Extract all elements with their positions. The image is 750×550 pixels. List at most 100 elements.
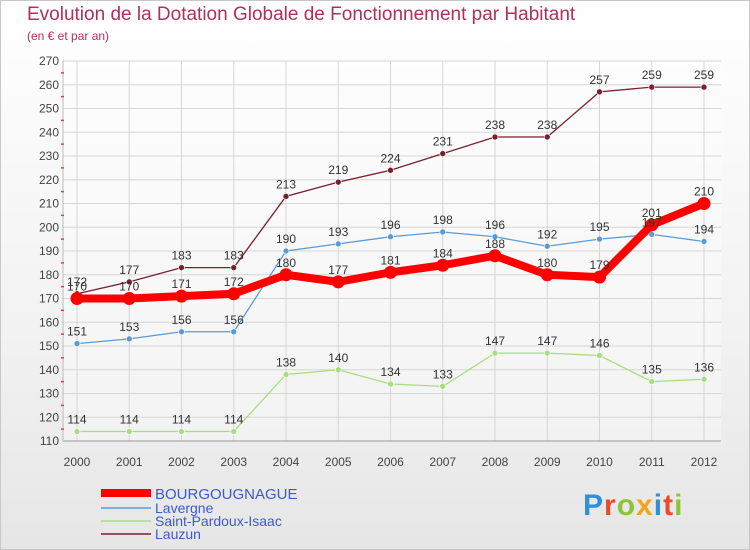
data-point <box>282 371 290 378</box>
x-tick-label: 2001 <box>116 455 143 469</box>
y-tick-label: 110 <box>40 434 59 448</box>
data-point <box>543 349 551 357</box>
x-tick-label: 2008 <box>482 455 509 469</box>
data-point <box>73 428 81 435</box>
data-point <box>230 264 238 271</box>
data-label: 238 <box>485 118 505 132</box>
data-point <box>70 292 84 305</box>
data-point <box>227 287 241 301</box>
data-label: 195 <box>589 220 609 234</box>
y-tick-label: 250 <box>39 102 59 116</box>
data-point <box>282 193 290 200</box>
data-point <box>230 328 238 336</box>
data-label: 114 <box>224 413 243 427</box>
data-label: 170 <box>67 280 87 294</box>
data-label: 192 <box>537 227 557 241</box>
y-tick-label: 170 <box>39 292 59 306</box>
x-tick-label: 2009 <box>534 455 561 469</box>
data-label: 194 <box>694 223 714 237</box>
proxiti-logo: Proxiti <box>583 489 684 522</box>
legend-label: Saint-Pardoux-Isaac <box>155 513 282 529</box>
data-label: 201 <box>642 206 662 220</box>
data-point <box>282 247 290 255</box>
x-tick-label: 2007 <box>429 455 456 469</box>
data-point <box>334 366 342 374</box>
data-point <box>125 278 133 286</box>
y-tick-label: 190 <box>39 244 59 258</box>
x-tick-label: 2005 <box>325 455 352 469</box>
data-label: 146 <box>589 337 609 351</box>
data-label: 184 <box>433 246 453 260</box>
data-label: 183 <box>224 249 244 263</box>
data-point <box>700 238 708 245</box>
data-label: 180 <box>537 256 557 270</box>
data-label: 231 <box>433 135 453 149</box>
data-point <box>543 242 551 250</box>
data-point <box>697 197 711 210</box>
data-point <box>700 83 708 91</box>
data-label: 151 <box>67 325 87 339</box>
data-point <box>700 375 708 383</box>
data-label: 188 <box>485 237 505 251</box>
data-label: 171 <box>171 277 191 291</box>
data-point <box>122 292 136 305</box>
data-label: 177 <box>328 263 348 277</box>
data-label: 257 <box>589 73 609 87</box>
data-point <box>387 233 394 241</box>
data-label: 259 <box>642 68 662 82</box>
data-point <box>125 335 133 343</box>
data-point <box>540 268 554 282</box>
data-label: 135 <box>642 363 662 377</box>
data-label: 134 <box>380 365 400 379</box>
data-point <box>648 378 656 385</box>
x-tick-label: 2011 <box>639 455 665 469</box>
data-label: 138 <box>276 356 296 370</box>
data-label: 172 <box>67 275 87 289</box>
data-point <box>593 270 606 284</box>
data-label: 170 <box>119 280 139 294</box>
data-label: 156 <box>171 313 191 327</box>
data-point <box>387 166 394 174</box>
data-label: 190 <box>276 232 296 246</box>
data-point <box>175 289 188 303</box>
y-tick-label: 150 <box>39 339 59 353</box>
data-point <box>543 133 551 141</box>
data-point <box>645 218 659 232</box>
data-label: 136 <box>694 360 714 374</box>
data-label: 198 <box>433 213 453 227</box>
y-tick-label: 140 <box>39 363 59 377</box>
data-label: 180 <box>276 256 296 270</box>
data-label: 177 <box>119 263 139 277</box>
data-point <box>279 268 293 282</box>
data-point <box>488 249 502 263</box>
data-point <box>648 83 656 91</box>
data-point <box>384 265 397 279</box>
data-label: 114 <box>67 413 86 427</box>
data-point <box>491 233 499 241</box>
data-label: 147 <box>485 334 505 348</box>
data-point <box>439 150 447 157</box>
data-label: 179 <box>589 258 609 272</box>
y-tick-label: 220 <box>39 173 59 187</box>
y-tick-label: 200 <box>39 220 59 234</box>
data-point <box>491 349 499 357</box>
data-point <box>334 178 342 186</box>
data-label: 210 <box>694 185 714 199</box>
data-point <box>491 133 499 141</box>
y-tick-label: 270 <box>39 54 59 68</box>
data-point <box>178 264 185 271</box>
legend-label: Lavergne <box>155 500 214 516</box>
data-label: 114 <box>120 413 139 427</box>
chart-subtitle: (en € et par an) <box>27 29 110 43</box>
y-tick-label: 160 <box>39 315 59 329</box>
data-point <box>439 228 447 236</box>
data-label: 156 <box>224 313 244 327</box>
data-label: 183 <box>171 249 191 263</box>
chart-title: Evolution de la Dotation Globale de Fonc… <box>27 4 576 25</box>
data-label: 133 <box>433 367 453 381</box>
data-label: 181 <box>380 253 400 267</box>
data-label: 197 <box>642 215 662 229</box>
data-label: 219 <box>328 163 348 177</box>
legend-label: Lauzun <box>155 526 201 542</box>
